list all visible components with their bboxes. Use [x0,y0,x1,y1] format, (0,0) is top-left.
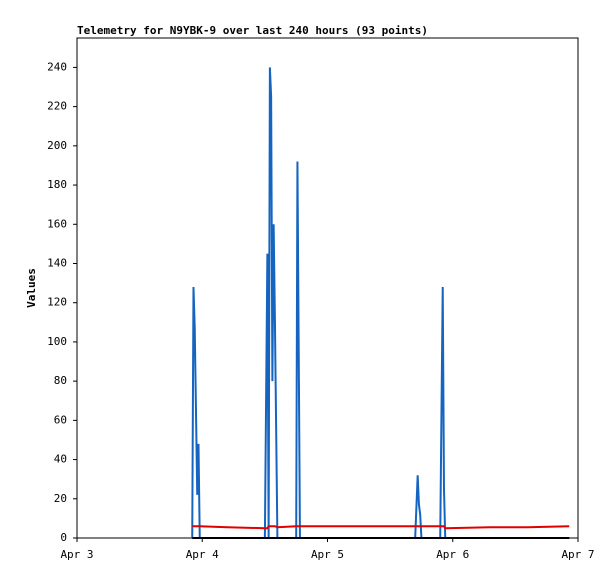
y-tick-label: 0 [60,531,67,544]
x-tick-label: Apr 6 [436,548,469,561]
y-axis-label: Values [25,268,38,308]
x-tick-label: Apr 4 [186,548,219,561]
x-tick-label: Apr 7 [561,548,594,561]
y-tick-label: 120 [47,296,67,309]
y-tick-label: 180 [47,178,67,191]
y-tick-label: 100 [47,335,67,348]
plot-frame [76,37,579,539]
y-tick-label: 200 [47,139,67,152]
y-tick-label: 140 [47,256,67,269]
series-line [192,525,570,530]
y-tick-label: 60 [54,413,67,426]
x-tick-label: Apr 5 [311,548,344,561]
y-tick-label: 80 [54,374,67,387]
y-tick-label: 20 [54,492,67,505]
y-tick-label: 240 [47,60,67,73]
x-tick-label: Apr 3 [60,548,93,561]
y-tick-label: 160 [47,217,67,230]
series-line [191,67,570,539]
chart-title: Telemetry for N9YBK-9 over last 240 hour… [77,24,428,37]
y-tick-label: 220 [47,100,67,113]
y-tick-label: 40 [54,453,67,466]
